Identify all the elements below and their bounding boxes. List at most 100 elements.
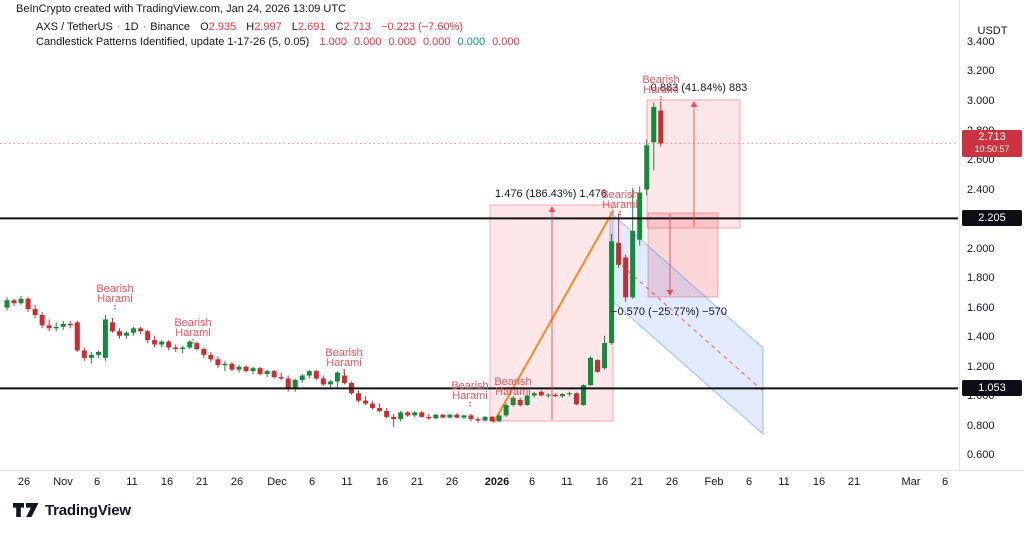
time-tick-label: 16 [160,476,174,488]
currency-label: USDT [977,25,1008,37]
candle [166,340,172,351]
indicator-value: 0.000 [353,35,382,48]
candle [370,400,376,410]
candle [545,393,551,398]
pattern-label-text: Harami [97,293,132,305]
trend-line[interactable] [493,210,614,423]
candle [531,391,537,398]
pattern-label-text: Bearish [642,74,679,86]
candle [102,315,108,361]
candle [138,326,144,335]
candle [454,413,460,419]
tradingview-logo[interactable]: TradingView [13,502,131,519]
price-tick-label: 3.200 [967,65,995,78]
candle [187,340,193,349]
candle [566,391,572,397]
price-axis[interactable]: USDT 3.4003.2003.0002.8002.6002.4002.000… [959,0,1024,470]
channel-median-line[interactable] [609,254,764,392]
candle [250,366,256,375]
candle [243,365,249,373]
candle [222,360,228,372]
footer: TradingView [0,494,1024,534]
time-tick-label: 2026 [484,476,510,488]
legend-separator: · [142,21,147,33]
candle [180,346,186,354]
price-tick-label: 3.000 [967,95,995,107]
candle [229,362,235,372]
candle [475,416,481,423]
candle [11,298,17,307]
candle [152,335,158,348]
symbol-name[interactable]: AXS / TetherUS [36,21,113,33]
time-tick-label: 26 [445,476,459,488]
interval-label[interactable]: 1D [124,21,139,33]
candle [503,403,509,417]
candle [433,413,439,420]
candle [440,413,446,419]
candle [74,320,80,352]
candle [215,356,221,369]
price-range-box[interactable] [647,212,719,298]
attribution-text: BeInCrypto created with TradingView.com,… [16,3,346,15]
price-tick-label: 2.000 [967,242,995,255]
price-tick-label: 2.400 [967,183,995,196]
price-tick-label: 0.600 [967,449,995,462]
pattern-label-text: Bearish [96,283,133,295]
candle [630,188,636,299]
time-axis[interactable]: 26 Nov 6 11 16 21 26 Dec 6 11 16 21 26 2026 6 11 16 21 26 F… [0,470,1024,495]
arrow-down-icon [666,290,674,296]
candle [651,102,657,171]
time-tick-label: 26 [230,476,244,488]
time-tick-label: 21 [195,476,209,488]
indicator-value: 1.000 [319,35,347,48]
candle [461,414,467,420]
time-tick-label: 26 [665,476,679,488]
candle [25,297,31,313]
low-label: L [291,21,298,33]
price-tick-label: 0.800 [967,419,995,432]
time-tick-label: 11 [341,476,353,488]
exchange-label[interactable]: Binance [150,21,191,33]
measurement-label: 1.476 (186.43%) 1,476 [495,188,607,200]
candle [587,356,593,386]
time-tick-label: 11 [126,476,138,488]
time-tick-label: 6 [93,476,101,488]
candle [595,359,601,373]
candle [278,372,284,380]
candle [468,413,474,422]
pattern-label-text: Bearish [494,376,531,388]
candle [313,369,319,380]
indicator-legend-row[interactable]: Candlestick Patterns Identified, update … [36,36,520,50]
candle-countdown: 10:50:57 [974,144,1010,155]
candle [88,351,94,364]
candle [95,350,101,358]
candle [39,312,45,329]
symbol-legend-row[interactable]: AXS / TetherUS · 1D · Binance O2.935 H2.997 … [36,21,520,35]
candlestick-chart[interactable]: 1.476 (186.43%) 1,476 0.883 (41.84%) 883 −… [0,0,958,470]
current-price-badge: 2.713 10:50:57 [962,130,1022,158]
open-label: O [200,21,209,33]
chart-area[interactable]: 1.476 (186.43%) 1,476 0.883 (41.84%) 883 −… [0,0,958,470]
high-value: 2.997 [254,21,282,33]
time-tick-label: Dec [267,476,287,488]
arrow-up-icon [690,101,698,107]
level-price-badge: 2.205 [962,210,1022,227]
indicator-title[interactable]: Candlestick Patterns Identified, update … [36,35,310,48]
time-tick-label: 21 [847,476,861,488]
candle [524,394,530,406]
indicator-value: 0.000 [457,35,486,48]
candle [552,393,558,397]
time-tick-label: 16 [375,476,389,488]
candle [637,186,643,246]
candle [201,347,207,358]
time-tick-label: 6 [745,476,753,488]
candle [292,378,298,392]
time-tick-label: 21 [410,476,424,488]
pattern-label-text: Harami [175,327,210,339]
